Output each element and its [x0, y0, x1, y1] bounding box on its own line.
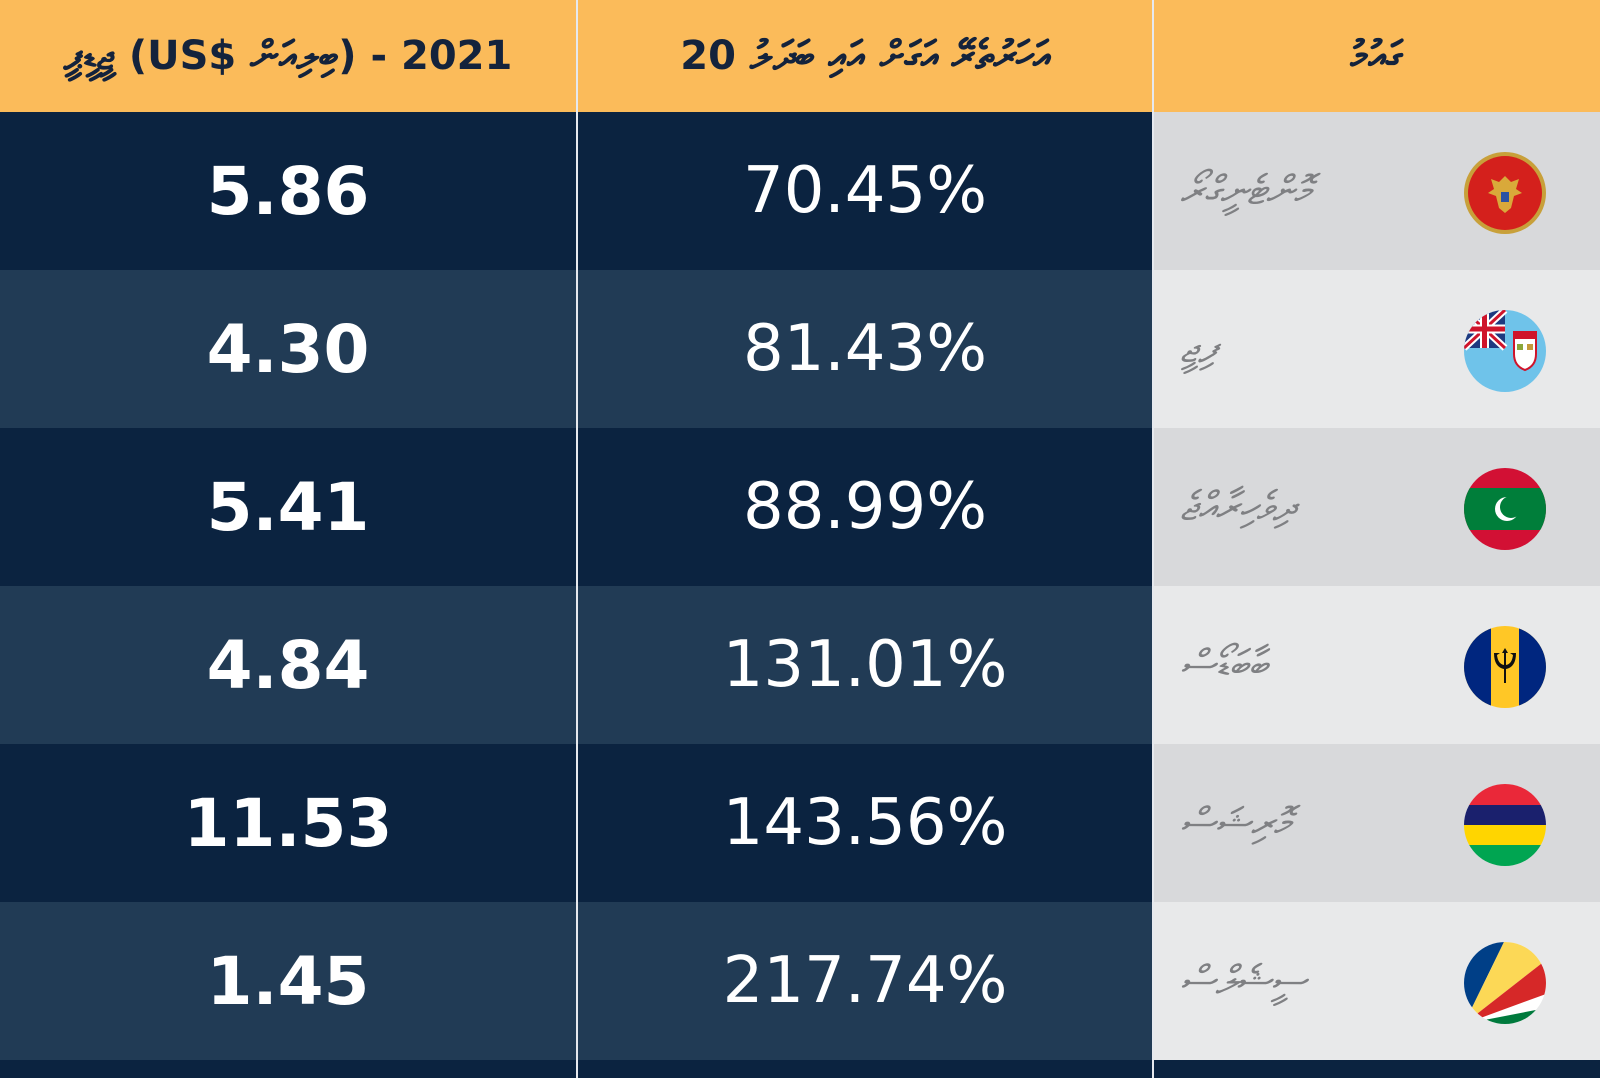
change-value: 143.56% [722, 786, 1008, 860]
seychelles-flag-icon [1464, 942, 1546, 1024]
maldives-flag-icon [1464, 468, 1546, 550]
change-value: 70.45% [742, 154, 988, 228]
table-row: 5.41 88.99% ދިވެހިރާއްޖެ [0, 428, 1600, 586]
gdp-value: 5.86 [206, 152, 370, 230]
table-row: 5.86 70.45% މޮންޓެނީގްރޯ [0, 112, 1600, 270]
header-change: 20 އަހަރުތެރޭ އަގަށް އައި ބަދަލު [680, 33, 1050, 79]
change-value: 217.74% [722, 944, 1008, 1018]
change-value: 81.43% [742, 312, 988, 386]
mauritius-flag-icon [1464, 784, 1546, 866]
barbados-flag-icon [1464, 626, 1546, 708]
gdp-value: 5.41 [206, 468, 370, 546]
country-name: ބާބަޑޯސް [1180, 642, 1268, 688]
gdp-value: 4.30 [206, 310, 370, 388]
table-header: ޖީޑީޕީ (US$ ބިލިއަން) - 2021 20 އަހަރުތެ… [0, 0, 1600, 112]
country-name: މޮރިޝަސް [1180, 800, 1290, 846]
country-name: މޮންޓެނީގްރޯ [1180, 168, 1310, 214]
gdp-value: 1.45 [206, 942, 370, 1020]
country-name: ފިޖީ [1180, 326, 1216, 372]
table-row: 11.53 143.56% މޮރިޝަސް [0, 744, 1600, 902]
country-name: ސީޝެލްސް [1180, 958, 1307, 1004]
column-divider [576, 0, 578, 1078]
country-name: ދިވެހިރާއްޖެ [1180, 484, 1295, 530]
table-row: 4.84 131.01% ބާބަޑޯސް [0, 586, 1600, 744]
header-country: ގައުމު [1350, 33, 1404, 79]
header-gdp: ޖީޑީޕީ (US$ ބިލިއަން) - 2021 [63, 33, 513, 79]
column-divider [1152, 0, 1154, 1078]
montenegro-flag-icon [1464, 152, 1546, 234]
change-value: 88.99% [742, 470, 988, 544]
table-row: 1.45 217.74% ސީޝެލްސް [0, 902, 1600, 1060]
gdp-value: 4.84 [206, 626, 370, 704]
change-value: 131.01% [722, 628, 1008, 702]
gdp-value: 11.53 [183, 784, 393, 862]
fiji-flag-icon [1464, 310, 1546, 392]
table-row: 4.30 81.43% ފިޖީ [0, 270, 1600, 428]
